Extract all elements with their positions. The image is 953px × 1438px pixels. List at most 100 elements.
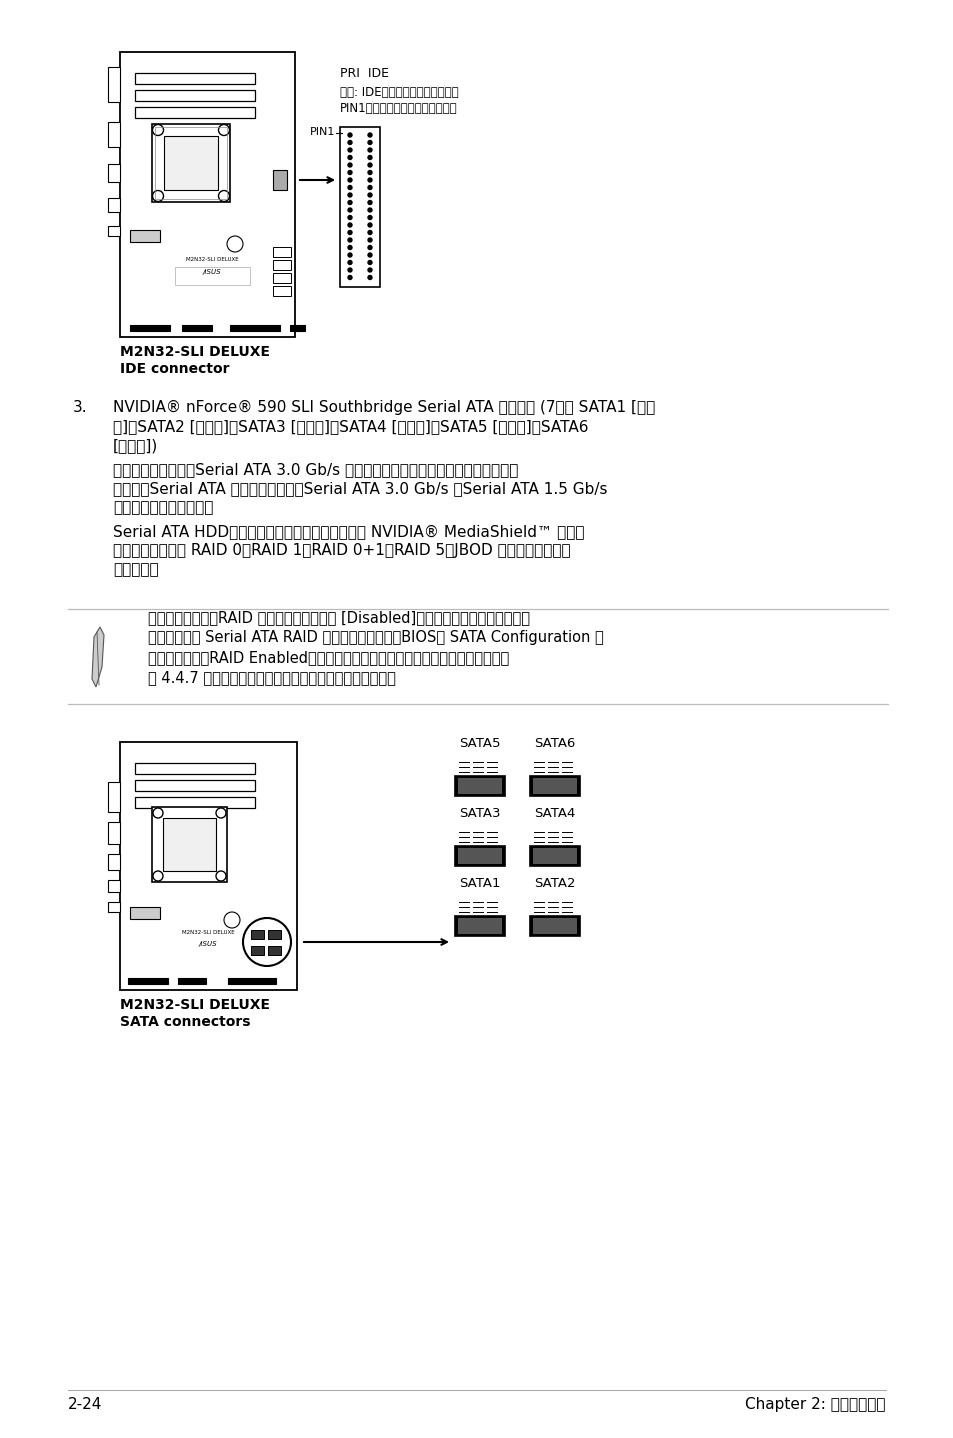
Bar — [457, 778, 501, 794]
Circle shape — [348, 171, 352, 174]
Text: IDE connector: IDE connector — [120, 362, 230, 375]
Text: できます。: できます。 — [112, 562, 158, 577]
Circle shape — [348, 200, 352, 204]
Text: ド]、SATA2 [レッド]、SATA3 [レッド]、SATA4 [レッド]、SATA5 [レッド]、SATA6: ド]、SATA2 [レッド]、SATA3 [レッド]、SATA4 [レッド]、S… — [112, 418, 588, 434]
Text: これらコネクタのRAID 機能はデフォルトで [Disabled]に設定されています。これら: これらコネクタのRAID 機能はデフォルトで [Disabled]に設定されてい… — [148, 610, 530, 626]
Text: /ISUS: /ISUS — [198, 940, 217, 948]
Text: のコネクタで Serial ATA RAID を構築する場合は、BIOSの SATA Configuration サ: のコネクタで Serial ATA RAID を構築する場合は、BIOSの SA… — [148, 630, 603, 646]
Circle shape — [368, 209, 372, 211]
Bar — [135, 91, 254, 101]
Circle shape — [368, 239, 372, 242]
Bar — [290, 325, 305, 331]
Bar — [268, 946, 281, 955]
Bar — [128, 978, 168, 984]
Circle shape — [218, 190, 230, 201]
Bar — [130, 325, 170, 331]
Text: SATA2: SATA2 — [534, 877, 576, 890]
Bar — [108, 782, 120, 812]
Circle shape — [368, 178, 372, 183]
Circle shape — [348, 148, 352, 152]
Text: SATA4: SATA4 — [534, 807, 575, 820]
Bar — [228, 978, 275, 984]
Bar — [108, 198, 120, 211]
Text: SATA6: SATA6 — [534, 738, 575, 751]
Circle shape — [368, 141, 372, 144]
Circle shape — [368, 186, 372, 190]
Bar — [530, 916, 579, 936]
Bar — [230, 325, 280, 331]
Circle shape — [152, 190, 163, 201]
Circle shape — [368, 253, 372, 257]
Text: 3.: 3. — [73, 400, 88, 416]
Bar — [163, 818, 215, 871]
Circle shape — [348, 186, 352, 190]
Bar — [273, 273, 291, 283]
Circle shape — [218, 125, 230, 135]
Bar — [251, 930, 264, 939]
Bar — [120, 742, 296, 989]
Circle shape — [348, 178, 352, 183]
Circle shape — [368, 148, 372, 152]
Bar — [108, 880, 120, 892]
Text: Chapter 2: ハードウェア: Chapter 2: ハードウェア — [744, 1396, 885, 1412]
Bar — [108, 164, 120, 183]
Text: NVIDIA® nForce® 590 SLI Southbridge Serial ATA コネクタ (7ピン SATA1 [レッ: NVIDIA® nForce® 590 SLI Southbridge Seri… — [112, 400, 655, 416]
Polygon shape — [91, 627, 104, 687]
Bar — [164, 137, 218, 190]
Bar — [273, 286, 291, 296]
Bar — [273, 260, 291, 270]
Bar — [455, 777, 504, 797]
Text: ブメニューで「RAID Enabled」の項目を有効にしてください。詳細はセクション: ブメニューで「RAID Enabled」の項目を有効にしてください。詳細はセクシ… — [148, 650, 509, 664]
Bar — [130, 230, 160, 242]
Circle shape — [368, 223, 372, 227]
Circle shape — [348, 209, 352, 211]
Circle shape — [152, 871, 163, 881]
Bar — [339, 127, 379, 288]
Bar — [533, 917, 577, 935]
Text: PIN1の向きを合わせてください。: PIN1の向きを合わせてください。 — [339, 102, 457, 115]
Text: Serial ATA HDDを取り付けた場合は、オンボード NVIDIA® MediaShield™ コント: Serial ATA HDDを取り付けた場合は、オンボード NVIDIA® Me… — [112, 523, 584, 539]
Bar — [130, 907, 160, 919]
Bar — [533, 848, 577, 864]
Circle shape — [368, 246, 372, 250]
Circle shape — [348, 267, 352, 272]
Circle shape — [348, 132, 352, 137]
Text: /ISUS: /ISUS — [202, 269, 221, 275]
Text: と下位互換があります。: と下位互換があります。 — [112, 500, 213, 515]
Text: これらのコネクタはSerial ATA 3.0 Gb/s ハードディスクと光学ディスクドライブに: これらのコネクタはSerial ATA 3.0 Gb/s ハードディスクと光学デ… — [112, 462, 517, 477]
Circle shape — [348, 276, 352, 279]
Circle shape — [348, 246, 352, 250]
Bar — [530, 846, 579, 866]
Bar — [108, 854, 120, 870]
Circle shape — [348, 230, 352, 234]
Circle shape — [368, 260, 372, 265]
Circle shape — [227, 236, 243, 252]
Text: SATA connectors: SATA connectors — [120, 1015, 251, 1030]
Bar — [533, 778, 577, 794]
Text: M2N32-SLI DELUXE: M2N32-SLI DELUXE — [120, 998, 270, 1012]
Bar — [182, 325, 212, 331]
Text: 2-24: 2-24 — [68, 1396, 102, 1412]
Circle shape — [368, 155, 372, 160]
Circle shape — [348, 223, 352, 227]
Circle shape — [152, 125, 163, 135]
Circle shape — [368, 193, 372, 197]
Bar — [108, 226, 120, 236]
Bar — [455, 846, 504, 866]
Circle shape — [368, 171, 372, 174]
Circle shape — [224, 912, 240, 928]
Bar — [108, 122, 120, 147]
Text: PIN1: PIN1 — [310, 127, 335, 137]
Bar — [108, 823, 120, 844]
Bar — [273, 170, 287, 190]
Bar — [135, 764, 254, 774]
Circle shape — [348, 162, 352, 167]
Bar — [120, 52, 294, 336]
Bar — [178, 978, 206, 984]
Bar — [152, 807, 227, 881]
Text: M2N32-SLI DELUXE: M2N32-SLI DELUXE — [186, 257, 238, 262]
Text: SATA5: SATA5 — [458, 738, 500, 751]
Text: SATA1: SATA1 — [458, 877, 500, 890]
Bar — [268, 930, 281, 939]
Text: PRI  IDE: PRI IDE — [339, 68, 389, 81]
